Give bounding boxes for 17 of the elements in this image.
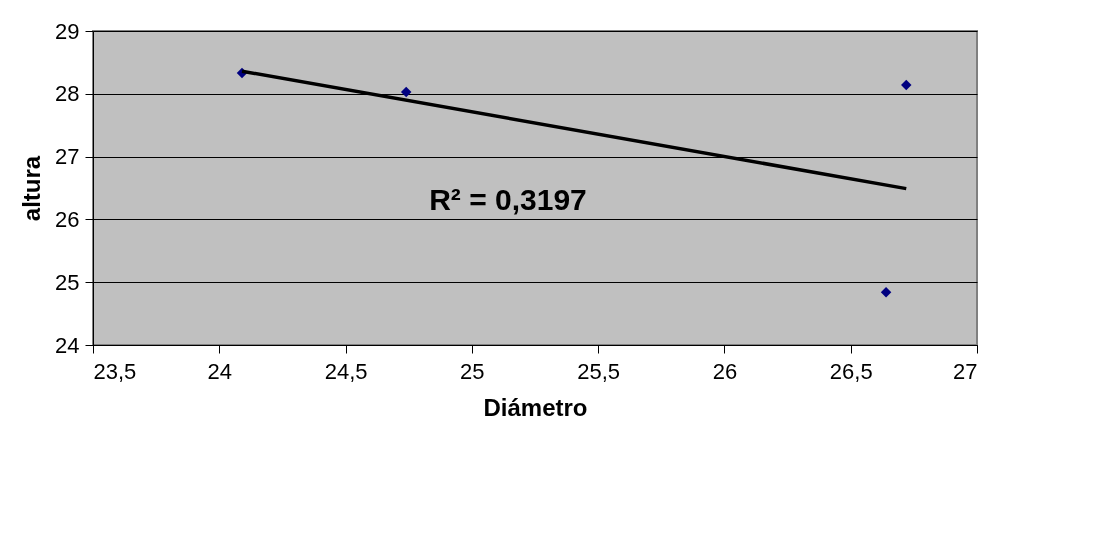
x-tick-label: 24: [207, 358, 233, 384]
y-axis-title: altura: [18, 155, 46, 222]
x-axis-title: Diámetro: [483, 393, 588, 421]
y-tick-label: 28: [55, 81, 80, 107]
x-tick-label: 27: [953, 358, 978, 384]
x-tick-label: 26: [712, 358, 738, 384]
y-tick-label: 29: [55, 18, 80, 44]
x-tick-label: 25: [460, 358, 485, 384]
x-tick-label: 24,5: [324, 358, 368, 384]
x-tick-label: 26,5: [829, 358, 873, 384]
x-tick-label: 25,5: [577, 358, 621, 384]
y-tick-label: 25: [55, 269, 80, 295]
x-tick-label: 23,5: [93, 358, 137, 384]
y-tick-label: 27: [55, 144, 80, 170]
y-tick-label: 24: [55, 332, 80, 358]
y-tick-label: 26: [55, 206, 80, 232]
annotation: R² = 0,3197: [429, 183, 587, 216]
